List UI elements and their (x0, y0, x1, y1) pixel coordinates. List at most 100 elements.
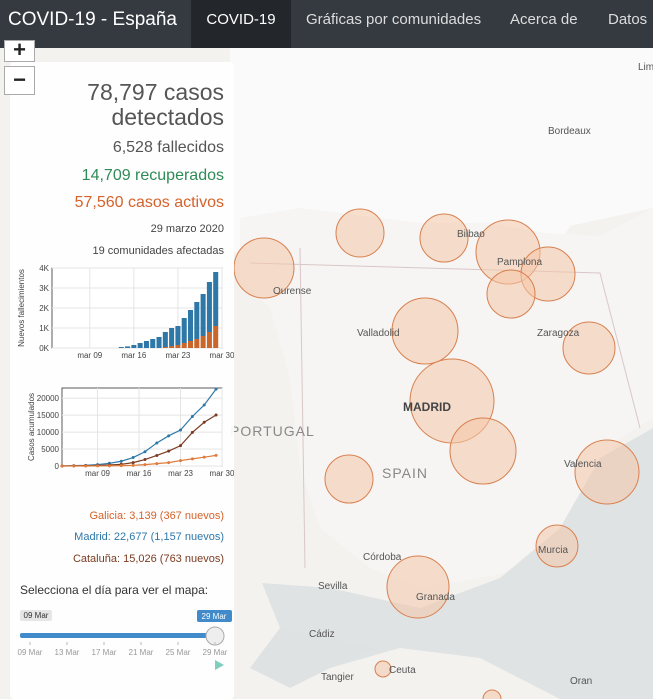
x-tick-label: mar 23 (165, 351, 190, 360)
region-circle (486, 269, 536, 319)
bar (181, 343, 187, 348)
slider-current-label: 29 Mar (202, 612, 227, 621)
region-circle (386, 555, 450, 619)
region-circle (391, 297, 459, 365)
play-button[interactable] (215, 660, 224, 670)
point (202, 403, 206, 407)
line-chart: 0 5000 10000 15000 20000 mar 09 mar 16 mar 23 ma… (27, 387, 234, 478)
bar-chart: 0K 1K 2K 3K 4K mar 09 mar 16 mar 23 mar 30 Nuevos… (17, 264, 234, 360)
legend-entry: Madrid: 22,677 (1,157 nuevos) (74, 531, 224, 543)
point (131, 463, 135, 467)
point (72, 464, 76, 468)
point (96, 464, 100, 468)
slider-track (20, 633, 216, 638)
place: Sevilla (318, 581, 348, 592)
brand[interactable]: COVID-19 - España (8, 9, 177, 30)
y-tick-label: 1K (39, 324, 49, 333)
point (155, 441, 159, 445)
y-tick-label: 10000 (37, 428, 60, 437)
bar (175, 326, 181, 345)
point (214, 413, 218, 417)
bar (206, 282, 212, 332)
zoom-in[interactable]: + (4, 39, 35, 62)
point (119, 459, 123, 463)
legend-entry: Galicia: 3,139 (367 nuevos) (89, 510, 224, 522)
bar (206, 332, 212, 348)
bar (162, 347, 168, 348)
bar (213, 272, 219, 326)
map: La Rochelle Lim Bordeaux Bilbao Pamplona… (230, 48, 653, 699)
y-tick-label: 4K (39, 264, 49, 273)
active: 57,560 casos activos (74, 194, 224, 211)
point (84, 464, 88, 468)
bar (169, 346, 175, 348)
zoom-out[interactable]: − (4, 66, 35, 95)
place: Valencia (564, 459, 602, 470)
place: Zaragoza (537, 328, 580, 339)
slider-tick-label: 13 Mar (55, 648, 80, 657)
region-circle (449, 417, 517, 485)
x-tick-label: mar 09 (77, 351, 102, 360)
slider-ticks: 09 Mar 13 Mar 17 Mar 21 Mar 25 Mar 29 Mar (18, 642, 228, 657)
navbar: COVID-19 - España COVID-19 Gráficas por … (0, 0, 653, 48)
y-tick-label: 20000 (37, 394, 60, 403)
sea (262, 428, 653, 699)
nav-link[interactable]: Gráficas por comunidades (306, 11, 482, 28)
point (179, 459, 183, 463)
place: La Rochelle (513, 48, 566, 51)
point (167, 461, 171, 465)
y-axis-label: Casos acumulados (27, 393, 36, 461)
point (167, 449, 171, 453)
nav-link[interactable]: Acerca de (510, 11, 578, 28)
place: Bilbao (457, 229, 485, 240)
bar (188, 341, 194, 348)
bar (194, 302, 200, 339)
sea (250, 628, 380, 688)
bar (143, 341, 149, 348)
bar (131, 345, 137, 348)
slider-tick-label: 17 Mar (92, 648, 117, 657)
place: Córdoba (363, 552, 402, 563)
place: Tangier (321, 672, 354, 683)
bar (118, 347, 124, 348)
point (155, 462, 159, 466)
bar (156, 337, 162, 348)
country: SPAIN (382, 465, 428, 481)
bar (175, 345, 181, 348)
nav-link[interactable]: COVID-19 (191, 0, 291, 48)
bar (169, 328, 175, 346)
point (214, 453, 218, 457)
region-circle (574, 439, 640, 505)
slider[interactable]: 09 Mar 29 Mar 09 Mar 13 Mar 17 Mar 21 Mar 25… (10, 607, 234, 677)
bar (125, 346, 131, 348)
place: Valladolid (357, 328, 400, 339)
point (119, 464, 123, 468)
point (179, 444, 183, 448)
y-tick-label: 0 (55, 462, 60, 471)
legend-entry: Cataluña: 15,026 (763 nuevos) (72, 553, 224, 565)
line (62, 454, 217, 467)
point (143, 463, 147, 467)
region-circle (535, 524, 579, 568)
y-tick-label: 5000 (41, 445, 59, 454)
point (60, 464, 64, 468)
y-tick-label: 2K (39, 304, 49, 313)
bar (181, 318, 187, 343)
point (155, 453, 159, 457)
point (202, 455, 206, 459)
region-circle (482, 689, 502, 699)
slider-tick-label: 09 Mar (18, 648, 43, 657)
slider-tick-label: 21 Mar (129, 648, 154, 657)
place: Pamplona (497, 257, 542, 268)
bar (200, 336, 206, 348)
nav-link[interactable]: Datos (608, 11, 648, 28)
point (202, 420, 206, 424)
region-circle (419, 213, 469, 263)
region-circle (324, 454, 374, 504)
y-axis-label: Nuevos fallecimientos (17, 269, 26, 347)
point (167, 434, 171, 438)
bar (188, 310, 194, 341)
slider-min (20, 610, 52, 621)
place: Ourense (273, 286, 312, 297)
x-tick-label: mar 16 (121, 351, 146, 360)
